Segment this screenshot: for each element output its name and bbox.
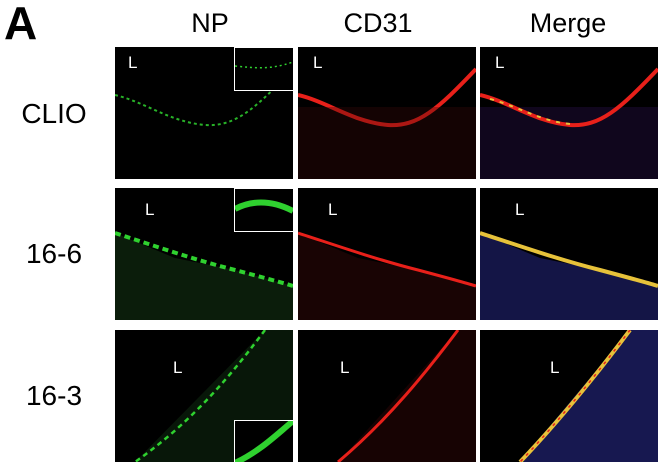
image-clio-merge: L <box>480 47 658 179</box>
panel-letter: A <box>4 0 38 49</box>
lumen-label: L <box>340 358 350 377</box>
lumen-label: L <box>173 358 183 377</box>
lumen-label: L <box>550 358 560 377</box>
row-label-clio: CLIO <box>21 98 87 129</box>
image-16-6-merge: L <box>480 188 658 320</box>
image-16-6-np: L <box>115 188 293 320</box>
lumen-label: L <box>313 53 323 72</box>
column-header-cd31: CD31 <box>343 8 413 38</box>
image-16-3-cd31: L <box>298 330 476 462</box>
image-16-3-merge: L <box>480 330 658 462</box>
inset-zoom <box>234 188 293 232</box>
row-label-16-6: 16-6 <box>25 238 83 269</box>
image-16-3-np: L <box>115 330 293 462</box>
column-header-merge: Merge <box>529 8 607 38</box>
image-clio-cd31: L <box>298 47 476 179</box>
image-clio-np: L <box>115 47 293 179</box>
inset-zoom <box>234 47 293 91</box>
image-16-6-cd31: L <box>298 188 476 320</box>
row-label-16-3: 16-3 <box>25 380 83 411</box>
inset-zoom <box>234 420 293 462</box>
lumen-label: L <box>515 200 525 219</box>
lumen-label: L <box>328 200 338 219</box>
lumen-label: L <box>145 200 155 219</box>
lumen-label: L <box>495 53 505 72</box>
lumen-label: L <box>128 53 138 72</box>
column-header-np: NP <box>191 8 229 38</box>
